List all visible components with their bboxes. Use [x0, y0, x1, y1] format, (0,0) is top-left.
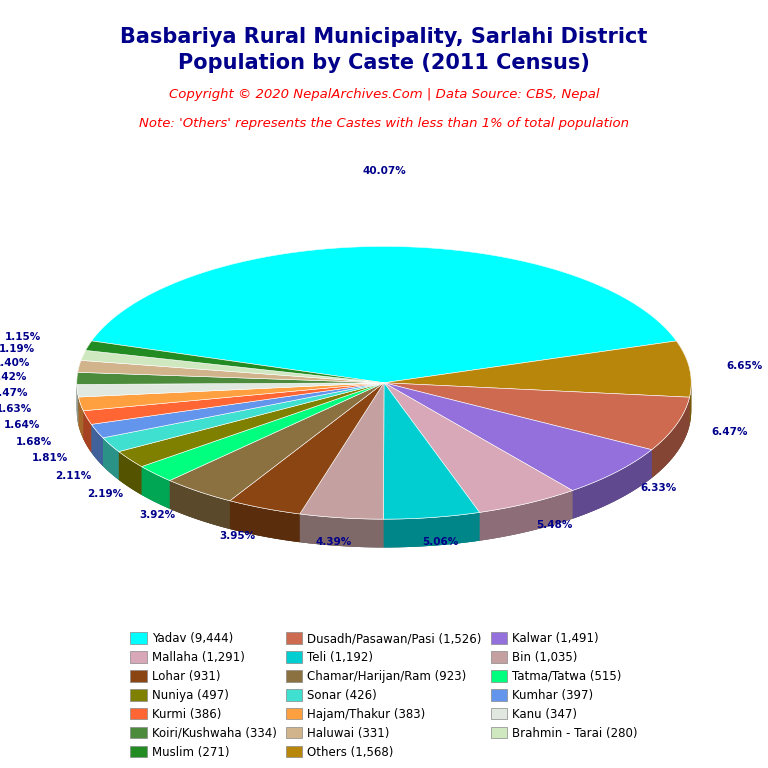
Legend: Yadav (9,444), Mallaha (1,291), Lohar (931), Nuniya (497), Kurmi (386), Koiri/Ku: Yadav (9,444), Mallaha (1,291), Lohar (9…	[127, 628, 641, 762]
Text: 3.92%: 3.92%	[140, 510, 176, 521]
Polygon shape	[84, 411, 91, 452]
Polygon shape	[384, 382, 572, 512]
Polygon shape	[91, 382, 384, 438]
Polygon shape	[91, 247, 677, 382]
Polygon shape	[572, 450, 652, 518]
Polygon shape	[84, 382, 384, 425]
Polygon shape	[141, 382, 384, 481]
Polygon shape	[85, 341, 384, 382]
Polygon shape	[78, 360, 384, 382]
Text: 2.19%: 2.19%	[87, 488, 123, 498]
Polygon shape	[479, 491, 572, 541]
Polygon shape	[78, 397, 84, 439]
Polygon shape	[652, 397, 690, 478]
Polygon shape	[170, 382, 384, 501]
Polygon shape	[384, 382, 572, 512]
Text: 1.19%: 1.19%	[0, 344, 35, 354]
Polygon shape	[141, 466, 170, 508]
Polygon shape	[78, 397, 84, 439]
Polygon shape	[84, 382, 384, 425]
Polygon shape	[383, 512, 479, 548]
Text: 3.95%: 3.95%	[220, 531, 256, 541]
Text: Note: 'Others' represents the Castes with less than 1% of total population: Note: 'Others' represents the Castes wit…	[139, 117, 629, 130]
Polygon shape	[384, 382, 652, 491]
Polygon shape	[81, 350, 384, 382]
Polygon shape	[78, 382, 384, 411]
Polygon shape	[78, 360, 384, 382]
Polygon shape	[77, 385, 78, 425]
Polygon shape	[77, 382, 384, 397]
Polygon shape	[300, 514, 383, 548]
Polygon shape	[383, 382, 479, 519]
Polygon shape	[383, 382, 479, 519]
Polygon shape	[300, 382, 384, 519]
Polygon shape	[119, 452, 141, 495]
Text: 1.15%: 1.15%	[5, 333, 41, 343]
Polygon shape	[84, 411, 91, 452]
Text: 1.68%: 1.68%	[15, 437, 51, 447]
Polygon shape	[119, 382, 384, 466]
Polygon shape	[91, 382, 384, 438]
Polygon shape	[230, 501, 300, 542]
Polygon shape	[652, 397, 690, 478]
Polygon shape	[91, 425, 103, 466]
Polygon shape	[230, 501, 300, 542]
Polygon shape	[81, 350, 384, 382]
Polygon shape	[572, 450, 652, 518]
Text: 4.39%: 4.39%	[316, 537, 352, 547]
Text: 6.65%: 6.65%	[727, 361, 763, 371]
Text: 1.64%: 1.64%	[4, 420, 40, 430]
Polygon shape	[384, 382, 652, 491]
Text: 6.33%: 6.33%	[641, 483, 677, 493]
Polygon shape	[300, 382, 384, 519]
Text: 1.81%: 1.81%	[32, 453, 68, 463]
Text: 1.47%: 1.47%	[0, 388, 28, 398]
Polygon shape	[119, 382, 384, 466]
Polygon shape	[91, 247, 677, 382]
Polygon shape	[170, 481, 230, 529]
Polygon shape	[77, 382, 691, 548]
Polygon shape	[85, 341, 384, 382]
Polygon shape	[91, 425, 103, 466]
Polygon shape	[119, 452, 141, 495]
Text: 5.06%: 5.06%	[422, 537, 459, 547]
Text: 1.40%: 1.40%	[0, 358, 30, 368]
Text: 1.63%: 1.63%	[0, 404, 32, 414]
Polygon shape	[384, 382, 690, 450]
Polygon shape	[690, 383, 691, 425]
Polygon shape	[384, 382, 691, 411]
Text: Basbariya Rural Municipality, Sarlahi District
Population by Caste (2011 Census): Basbariya Rural Municipality, Sarlahi Di…	[121, 27, 647, 73]
Polygon shape	[77, 382, 384, 397]
Polygon shape	[103, 438, 119, 480]
Polygon shape	[141, 382, 384, 481]
Polygon shape	[230, 382, 384, 514]
Polygon shape	[383, 512, 479, 548]
Polygon shape	[103, 382, 384, 452]
Polygon shape	[384, 341, 691, 397]
Polygon shape	[384, 382, 690, 450]
Polygon shape	[170, 382, 384, 501]
Polygon shape	[300, 514, 383, 548]
Polygon shape	[170, 481, 230, 529]
Polygon shape	[77, 382, 384, 411]
Text: 40.07%: 40.07%	[362, 167, 406, 177]
Polygon shape	[141, 466, 170, 508]
Polygon shape	[77, 372, 384, 385]
Polygon shape	[77, 385, 78, 425]
Polygon shape	[384, 341, 691, 397]
Polygon shape	[78, 382, 384, 411]
Polygon shape	[77, 372, 384, 385]
Text: 2.11%: 2.11%	[55, 471, 92, 481]
Text: Copyright © 2020 NepalArchives.Com | Data Source: CBS, Nepal: Copyright © 2020 NepalArchives.Com | Dat…	[169, 88, 599, 101]
Text: 5.48%: 5.48%	[536, 520, 572, 530]
Polygon shape	[103, 438, 119, 480]
Polygon shape	[103, 382, 384, 452]
Polygon shape	[230, 382, 384, 514]
Text: 6.47%: 6.47%	[711, 427, 747, 437]
Polygon shape	[479, 491, 572, 541]
Polygon shape	[690, 383, 691, 425]
Text: 1.42%: 1.42%	[0, 372, 28, 382]
